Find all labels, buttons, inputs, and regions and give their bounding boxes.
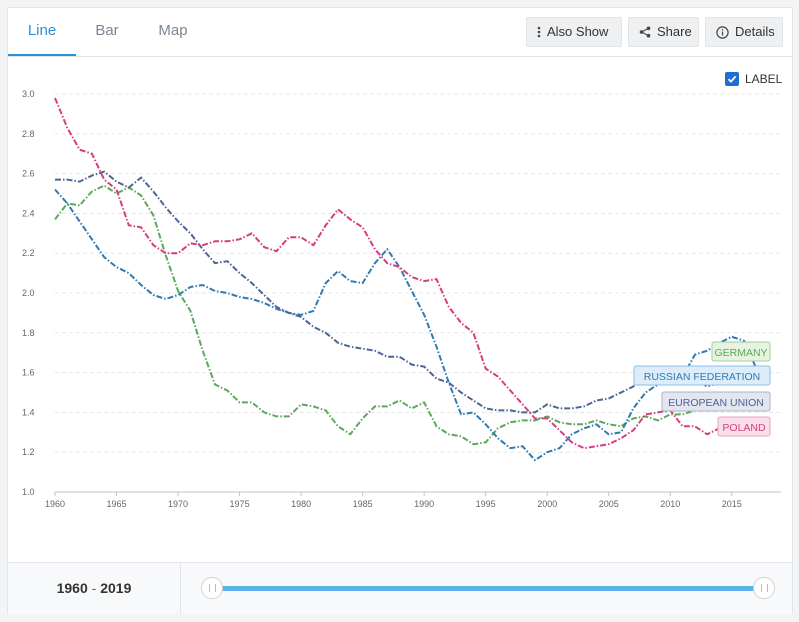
x-tick-label: 1990 <box>414 499 434 509</box>
x-tick-label: 1970 <box>168 499 188 509</box>
series-label-box <box>633 365 771 386</box>
share-icon <box>639 26 651 38</box>
series-label-box <box>661 391 771 412</box>
x-tick-label: 1985 <box>353 499 373 509</box>
series-label-box <box>717 416 771 437</box>
x-tick-label: 2010 <box>660 499 680 509</box>
line-chart: 1.0 1.2 1.4 1.6 1.8 2.0 2.2 2.4 2.6 2.8 3.0 1960 196… <box>22 89 781 509</box>
y-tick-label: 2.8 <box>22 129 35 139</box>
x-tick-label: 2005 <box>599 499 619 509</box>
y-tick-label: 2.4 <box>22 208 35 218</box>
range-end-handle[interactable] <box>753 577 775 599</box>
range-separator: - <box>91 580 97 596</box>
series-label: EUROPEAN UNION <box>668 397 764 409</box>
range-start: 1960 <box>56 580 88 596</box>
grip-icon <box>208 584 216 592</box>
y-tick-label: 2.0 <box>22 288 35 298</box>
chart-card: Line Bar Map Also Show Share Details <box>7 7 793 614</box>
series-label: POLAND <box>722 422 766 434</box>
x-tick-label: 1995 <box>476 499 496 509</box>
tab-map[interactable]: Map <box>158 22 188 39</box>
y-tick-label: 1.2 <box>22 447 35 457</box>
x-tick-label: 2015 <box>722 499 742 509</box>
x-tick-label: 1965 <box>107 499 127 509</box>
label-toggle-text: LABEL <box>745 72 783 86</box>
series-label: RUSSIAN FEDERATION <box>644 371 760 383</box>
series-line-poland <box>54 97 732 450</box>
range-end: 2019 <box>100 580 132 596</box>
chart-area: LABEL 1.0 1.2 1.4 1.6 1.8 2.0 2.2 2.4 2.6 2.8 3.0 1… <box>8 56 792 562</box>
x-tick-label: 2000 <box>537 499 557 509</box>
also-show-button[interactable]: Also Show <box>526 17 622 47</box>
x-tick-label: 1960 <box>45 499 65 509</box>
y-tick-label: 2.6 <box>22 169 35 179</box>
range-start-handle[interactable] <box>201 577 223 599</box>
year-range-label: 1960 - 2019 <box>8 563 181 614</box>
label-checkbox[interactable] <box>725 72 739 86</box>
chart-toolbar: Line Bar Map Also Show Share Details <box>8 8 792 57</box>
y-tick-label: 1.0 <box>22 487 35 497</box>
x-tick-label: 1980 <box>291 499 311 509</box>
also-show-label: Also Show <box>547 24 609 39</box>
info-icon <box>716 25 729 39</box>
share-label: Share <box>657 24 692 39</box>
y-tick-label: 1.8 <box>22 328 35 338</box>
share-button[interactable]: Share <box>628 17 699 47</box>
y-tick-label: 2.2 <box>22 248 35 258</box>
grip-icon <box>760 584 768 592</box>
more-vertical-icon <box>537 26 541 38</box>
y-tick-label: 3.0 <box>22 89 35 99</box>
time-range-bar: 1960 - 2019 <box>8 562 792 614</box>
series-label: GERMANY <box>714 347 767 359</box>
y-tick-label: 1.4 <box>22 407 35 417</box>
series-line-russian-federation <box>54 188 758 462</box>
series-line-germany <box>54 184 733 446</box>
checkmark-icon <box>727 75 737 83</box>
details-label: Details <box>735 24 775 39</box>
label-toggle[interactable]: LABEL <box>725 72 782 86</box>
details-button[interactable]: Details <box>705 17 783 47</box>
x-tick-label: 1975 <box>230 499 250 509</box>
tab-line[interactable]: Line <box>8 8 76 56</box>
y-tick-label: 1.6 <box>22 368 35 378</box>
series-line-european-union <box>55 170 732 414</box>
series-label-box <box>711 341 771 362</box>
tab-bar[interactable]: Bar <box>95 22 119 39</box>
year-range-track[interactable] <box>213 586 765 591</box>
